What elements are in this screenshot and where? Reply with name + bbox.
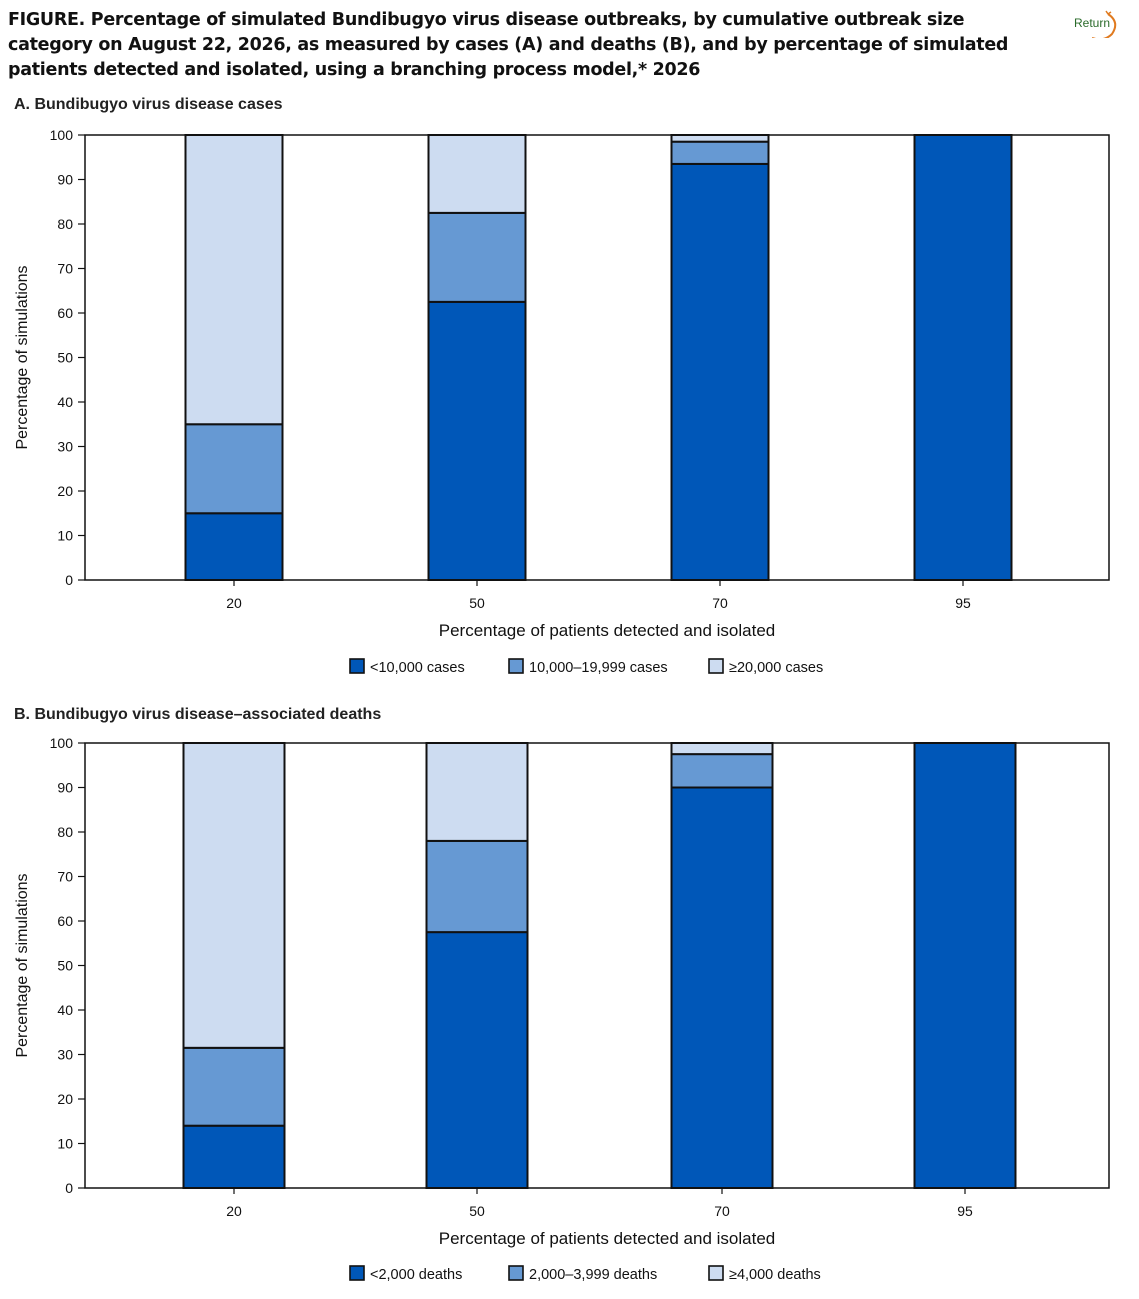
figure-title-text: . Percentage of simulated Bundibugyo vir…	[8, 10, 1009, 80]
chart-a-cases: 0 10 20 30 40 50 60 70 80 90 100 Percentage of simu…	[14, 127, 1110, 676]
y-tick-label: 100	[50, 127, 74, 143]
figure-label: FIGURE	[8, 10, 79, 30]
return-link[interactable]: Return	[1068, 10, 1122, 38]
bar-70-series-1	[670, 753, 774, 789]
y-tick-label: 70	[57, 261, 73, 277]
bar-50-series-2	[427, 134, 527, 214]
y-tick-label: 10	[57, 1136, 73, 1152]
y-tick-label: 40	[57, 1002, 73, 1018]
legend-swatch	[708, 1265, 724, 1281]
y-tick-label: 40	[57, 394, 73, 410]
legend-swatch	[508, 1265, 524, 1281]
y-tick-label: 60	[57, 913, 73, 929]
legend-label: 2,000–3,999 deaths	[529, 1267, 657, 1283]
x-tick-label: 95	[955, 595, 971, 611]
y-tick-label: 20	[57, 1091, 73, 1107]
x-tick-label: 20	[226, 595, 242, 611]
legend-swatch	[708, 658, 724, 674]
figure-title: FIGURE. Percentage of simulated Bundibug…	[8, 8, 1048, 83]
x-tick-label: 50	[469, 595, 485, 611]
legend-label: ≥4,000 deaths	[729, 1267, 821, 1283]
x-tick-label: 20	[226, 1203, 242, 1219]
bar-50-series-2	[425, 742, 529, 842]
y-tick-label: 60	[57, 305, 73, 321]
legend-swatch	[349, 658, 365, 674]
return-label: Return	[1074, 16, 1111, 30]
y-tick-label: 20	[57, 483, 73, 499]
bar-95-series-0	[913, 134, 1013, 581]
y-axis-label: Percentage of simulations	[14, 873, 31, 1057]
x-axis-label: Percentage of patients detected and isol…	[439, 621, 775, 640]
bar-50-series-0	[427, 300, 527, 581]
legend-label: ≥20,000 cases	[729, 660, 823, 676]
y-tick-label: 30	[57, 1047, 73, 1063]
panel-b-title: B. Bundibugyo virus disease–associated d…	[14, 706, 382, 723]
bar-95-series-0	[913, 742, 1017, 1189]
legend-label: <2,000 deaths	[370, 1267, 462, 1283]
y-tick-label: 0	[65, 1180, 73, 1196]
bar-50-series-1	[425, 839, 529, 934]
x-tick-label: 70	[714, 1203, 730, 1219]
y-tick-label: 70	[57, 869, 73, 885]
y-tick-label: 80	[57, 824, 73, 840]
x-tick-label: 50	[469, 1203, 485, 1219]
y-tick-label: 10	[57, 528, 73, 544]
bar-50-series-1	[427, 211, 527, 303]
bar-20-series-1	[184, 423, 284, 515]
bar-70-series-2	[670, 742, 774, 756]
legend-swatch	[508, 658, 524, 674]
bar-50-series-0	[425, 931, 529, 1189]
bar-20-series-2	[182, 742, 286, 1049]
legend-swatch	[349, 1265, 365, 1281]
y-tick-label: 100	[50, 735, 74, 751]
return-arrow-icon	[1092, 10, 1117, 38]
bar-70-series-0	[670, 786, 774, 1189]
legend-label: <10,000 cases	[370, 660, 465, 676]
y-tick-label: 30	[57, 439, 73, 455]
y-tick-label: 0	[65, 572, 73, 588]
bar-20-series-0	[182, 1124, 286, 1189]
bar-20-series-0	[184, 512, 284, 581]
panel-a-title: A. Bundibugyo virus disease cases	[14, 96, 283, 113]
bar-20-series-2	[184, 134, 284, 426]
y-tick-label: 90	[57, 780, 73, 796]
y-tick-label: 80	[57, 216, 73, 232]
y-axis-label: Percentage of simulations	[14, 265, 31, 449]
x-axis-label: Percentage of patients detected and isol…	[439, 1229, 775, 1248]
y-tick-label: 50	[57, 958, 73, 974]
legend-label: 10,000–19,999 cases	[529, 660, 668, 676]
bar-70-series-0	[670, 162, 770, 582]
x-tick-label: 70	[712, 595, 728, 611]
y-tick-label: 90	[57, 172, 73, 188]
bar-70-series-2	[670, 134, 770, 143]
x-tick-label: 95	[957, 1203, 973, 1219]
y-tick-label: 50	[57, 350, 73, 366]
bar-20-series-1	[182, 1046, 286, 1127]
